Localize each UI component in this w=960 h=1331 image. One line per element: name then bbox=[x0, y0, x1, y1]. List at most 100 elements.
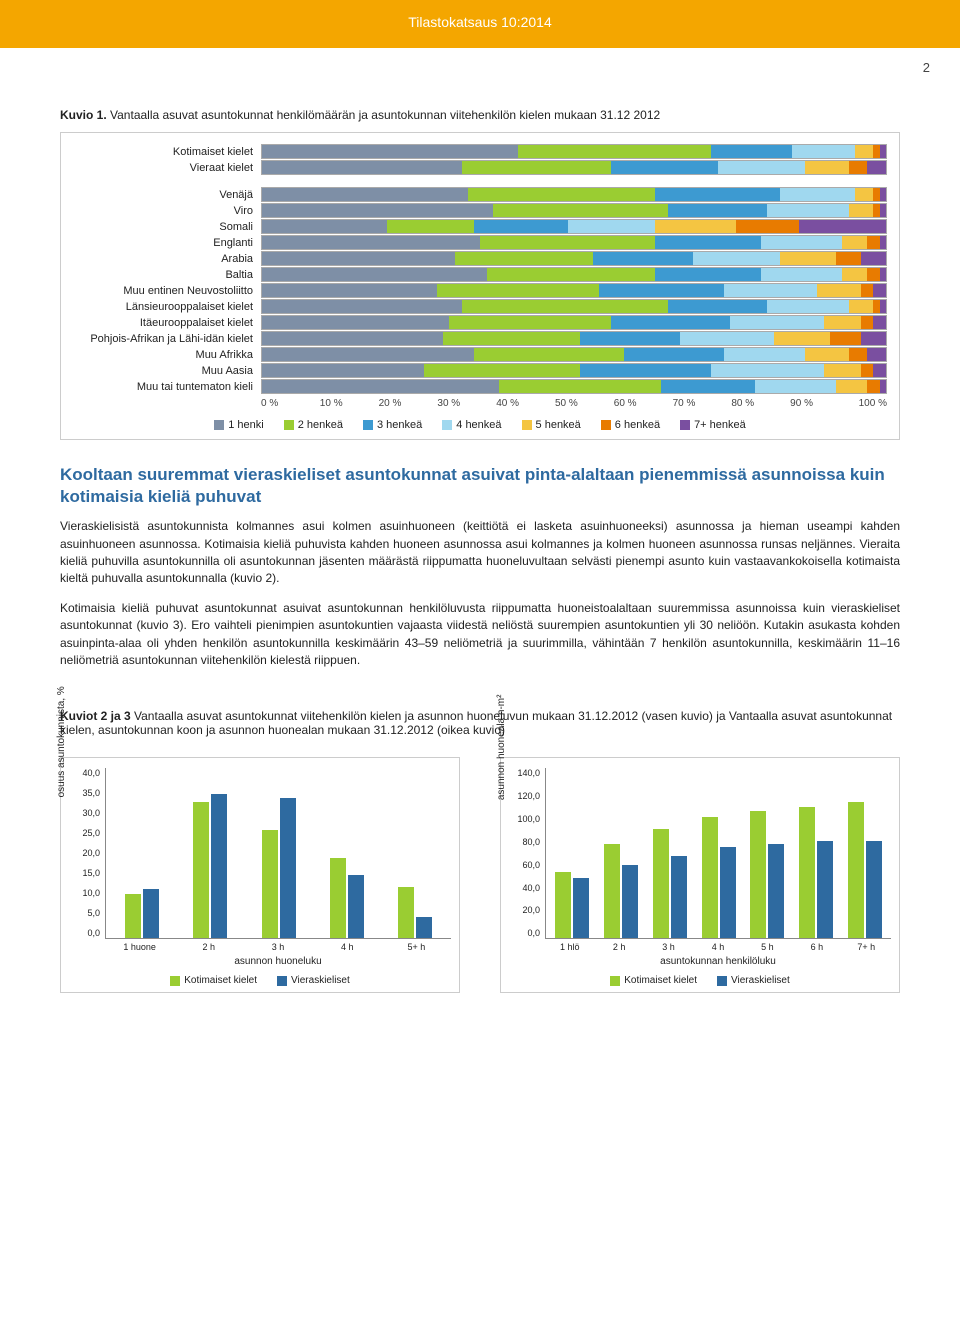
bar-group bbox=[552, 872, 593, 939]
bar bbox=[330, 858, 346, 939]
stacked-row: Itäeurooppalaiset kielet bbox=[73, 315, 887, 330]
bar bbox=[720, 847, 736, 938]
stacked-row: Somali bbox=[73, 219, 887, 234]
bar-group bbox=[796, 807, 837, 938]
bar bbox=[280, 798, 296, 938]
row-label: Muu entinen Neuvostoliitto bbox=[73, 285, 261, 297]
kuvio1-chart: Kotimaiset kielet Vieraat kielet Venäjä Vir… bbox=[60, 132, 900, 440]
legend-item: 4 henkeä bbox=[442, 419, 501, 431]
stacked-row: Baltia bbox=[73, 267, 887, 282]
kuvio1-legend: 1 henki2 henkeä3 henkeä4 henkeä5 henkeä6… bbox=[73, 419, 887, 431]
stacked-row: Arabia bbox=[73, 251, 887, 266]
row-bar bbox=[261, 235, 887, 250]
row-bar bbox=[261, 331, 887, 346]
bar bbox=[702, 817, 718, 938]
legend-item: 3 henkeä bbox=[363, 419, 422, 431]
legend-item: Vieraskieliset bbox=[277, 975, 350, 986]
kuvio1-xaxis: 0 %10 %20 %30 %40 %50 %60 %70 %80 %90 %1… bbox=[261, 398, 887, 409]
bar bbox=[848, 802, 864, 938]
bar bbox=[555, 872, 571, 939]
stacked-row: Muu Afrikka bbox=[73, 347, 887, 362]
bar bbox=[193, 802, 209, 938]
bar bbox=[622, 865, 638, 938]
bar-group bbox=[698, 817, 739, 938]
stacked-row: Kotimaiset kielet bbox=[73, 144, 887, 159]
row-bar bbox=[261, 144, 887, 159]
row-label: Englanti bbox=[73, 237, 261, 249]
row-bar bbox=[261, 160, 887, 175]
row-label: Muu Aasia bbox=[73, 365, 261, 377]
bar bbox=[398, 887, 414, 938]
bar bbox=[604, 844, 620, 939]
row-label: Vieraat kielet bbox=[73, 162, 261, 174]
kuvio1-text: Vantaalla asuvat asuntokunnat henkilömää… bbox=[107, 108, 661, 122]
stacked-row: Länsieurooppalaiset kielet bbox=[73, 299, 887, 314]
bar bbox=[262, 830, 278, 938]
bar bbox=[211, 794, 227, 939]
bar bbox=[866, 841, 882, 938]
header-bar: Tilastokatsaus 10:2014 bbox=[0, 0, 960, 48]
row-label: Viro bbox=[73, 205, 261, 217]
chart3-xtitle: asuntokunnan henkilöluku bbox=[545, 956, 891, 967]
kuvio1-caption: Kuvio 1. Vantaalla asuvat asuntokunnat h… bbox=[60, 108, 900, 122]
chart2-ylabel: osuus asuntokunnista, % bbox=[56, 687, 67, 798]
row-label: Itäeurooppalaiset kielet bbox=[73, 317, 261, 329]
row-bar bbox=[261, 283, 887, 298]
row-label: Länsieurooppalaiset kielet bbox=[73, 301, 261, 313]
row-label: Somali bbox=[73, 221, 261, 233]
bar bbox=[416, 917, 432, 938]
section-title: Kooltaan suuremmat vieraskieliset asunto… bbox=[60, 464, 900, 508]
row-bar bbox=[261, 363, 887, 378]
row-bar bbox=[261, 267, 887, 282]
row-label: Muu Afrikka bbox=[73, 349, 261, 361]
bottom-charts: osuus asuntokunnista, % 40,035,030,025,0… bbox=[60, 757, 900, 993]
row-bar bbox=[261, 187, 887, 202]
row-label: Muu tai tuntematon kieli bbox=[73, 381, 261, 393]
bar bbox=[348, 875, 364, 939]
bar-group bbox=[601, 844, 642, 939]
bar bbox=[573, 878, 589, 939]
paragraph-1: Vieraskielisistä asuntokunnista kolmanne… bbox=[60, 518, 900, 588]
bar-group bbox=[844, 802, 885, 938]
bar-group bbox=[112, 889, 172, 938]
row-label: Baltia bbox=[73, 269, 261, 281]
stacked-row: Vieraat kielet bbox=[73, 160, 887, 175]
legend-item: Kotimaiset kielet bbox=[610, 975, 697, 986]
stacked-row: Pohjois-Afrikan ja Lähi-idän kielet bbox=[73, 331, 887, 346]
bar bbox=[671, 856, 687, 939]
row-label: Pohjois-Afrikan ja Lähi-idän kielet bbox=[73, 333, 261, 345]
legend-item: 2 henkeä bbox=[284, 419, 343, 431]
legend-item: 5 henkeä bbox=[522, 419, 581, 431]
row-label: Arabia bbox=[73, 253, 261, 265]
chart3-ylabel: asunnon huoneala h-m² bbox=[496, 695, 507, 801]
stacked-row: Englanti bbox=[73, 235, 887, 250]
row-bar bbox=[261, 203, 887, 218]
kuvio1-label: Kuvio 1. bbox=[60, 108, 107, 122]
kuvio23-caption: Kuviot 2 ja 3 Vantaalla asuvat asuntokun… bbox=[60, 709, 900, 737]
row-bar bbox=[261, 347, 887, 362]
row-bar bbox=[261, 379, 887, 394]
bar bbox=[750, 811, 766, 939]
bar-group bbox=[385, 887, 445, 938]
row-label: Kotimaiset kielet bbox=[73, 146, 261, 158]
chart2: osuus asuntokunnista, % 40,035,030,025,0… bbox=[60, 757, 460, 993]
stacked-row: Viro bbox=[73, 203, 887, 218]
row-bar bbox=[261, 251, 887, 266]
stacked-row: Muu entinen Neuvostoliitto bbox=[73, 283, 887, 298]
bar-group bbox=[649, 829, 690, 938]
bar bbox=[817, 841, 833, 938]
row-bar bbox=[261, 315, 887, 330]
legend-item: Vieraskieliset bbox=[717, 975, 790, 986]
legend-item: 6 henkeä bbox=[601, 419, 660, 431]
stacked-row: Muu Aasia bbox=[73, 363, 887, 378]
bar-group bbox=[180, 794, 240, 939]
bar bbox=[143, 889, 159, 938]
content: Kuvio 1. Vantaalla asuvat asuntokunnat h… bbox=[0, 48, 960, 1013]
paragraph-2: Kotimaisia kieliä puhuvat asuntokunnat a… bbox=[60, 600, 900, 670]
bar-group bbox=[248, 798, 308, 938]
stacked-row: Venäjä bbox=[73, 187, 887, 202]
chart3: asunnon huoneala h-m² 140,0120,0100,080,… bbox=[500, 757, 900, 993]
stacked-row: Muu tai tuntematon kieli bbox=[73, 379, 887, 394]
kuvio23-text: Vantaalla asuvat asuntokunnat viitehenki… bbox=[60, 709, 892, 737]
kuvio23-label: Kuviot 2 ja 3 bbox=[60, 709, 131, 723]
